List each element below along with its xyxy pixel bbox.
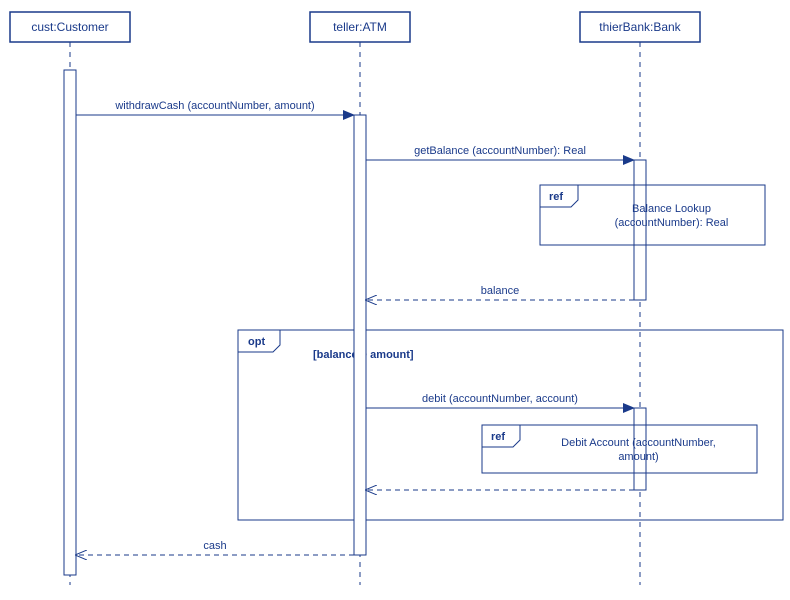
activation-bank-3: [634, 408, 646, 490]
activation-cust-0: [64, 70, 76, 575]
message-label-5: cash: [203, 540, 226, 552]
participant-label-teller: teller:ATM: [333, 20, 387, 34]
svg-text:ref: ref: [491, 431, 505, 443]
message-label-1: getBalance (accountNumber): Real: [414, 145, 586, 157]
sequence-diagram: opt[balance > amount]refBalance Lookup(a…: [0, 0, 790, 600]
participant-label-cust: cust:Customer: [31, 20, 108, 34]
svg-text:amount): amount): [618, 451, 658, 463]
svg-text:ref: ref: [549, 191, 563, 203]
message-label-2: balance: [481, 285, 520, 297]
svg-text:opt: opt: [248, 336, 265, 348]
participant-label-bank: thierBank:Bank: [599, 20, 681, 34]
activation-teller-1: [354, 115, 366, 555]
svg-text:Debit Account (accountNumber,: Debit Account (accountNumber,: [561, 437, 716, 449]
svg-text:Balance Lookup: Balance Lookup: [632, 203, 711, 215]
ref-frame-0: ref Balance Lookup (accountNumber): Real: [540, 185, 765, 245]
activation-bank-2: [634, 160, 646, 300]
ref-frame-1: ref Debit Account (accountNumber, amount): [482, 425, 757, 473]
message-label-0: withdrawCash (accountNumber, amount): [114, 100, 314, 112]
message-label-3: debit (accountNumber, account): [422, 393, 578, 405]
svg-text:(accountNumber): Real: (accountNumber): Real: [615, 217, 729, 229]
